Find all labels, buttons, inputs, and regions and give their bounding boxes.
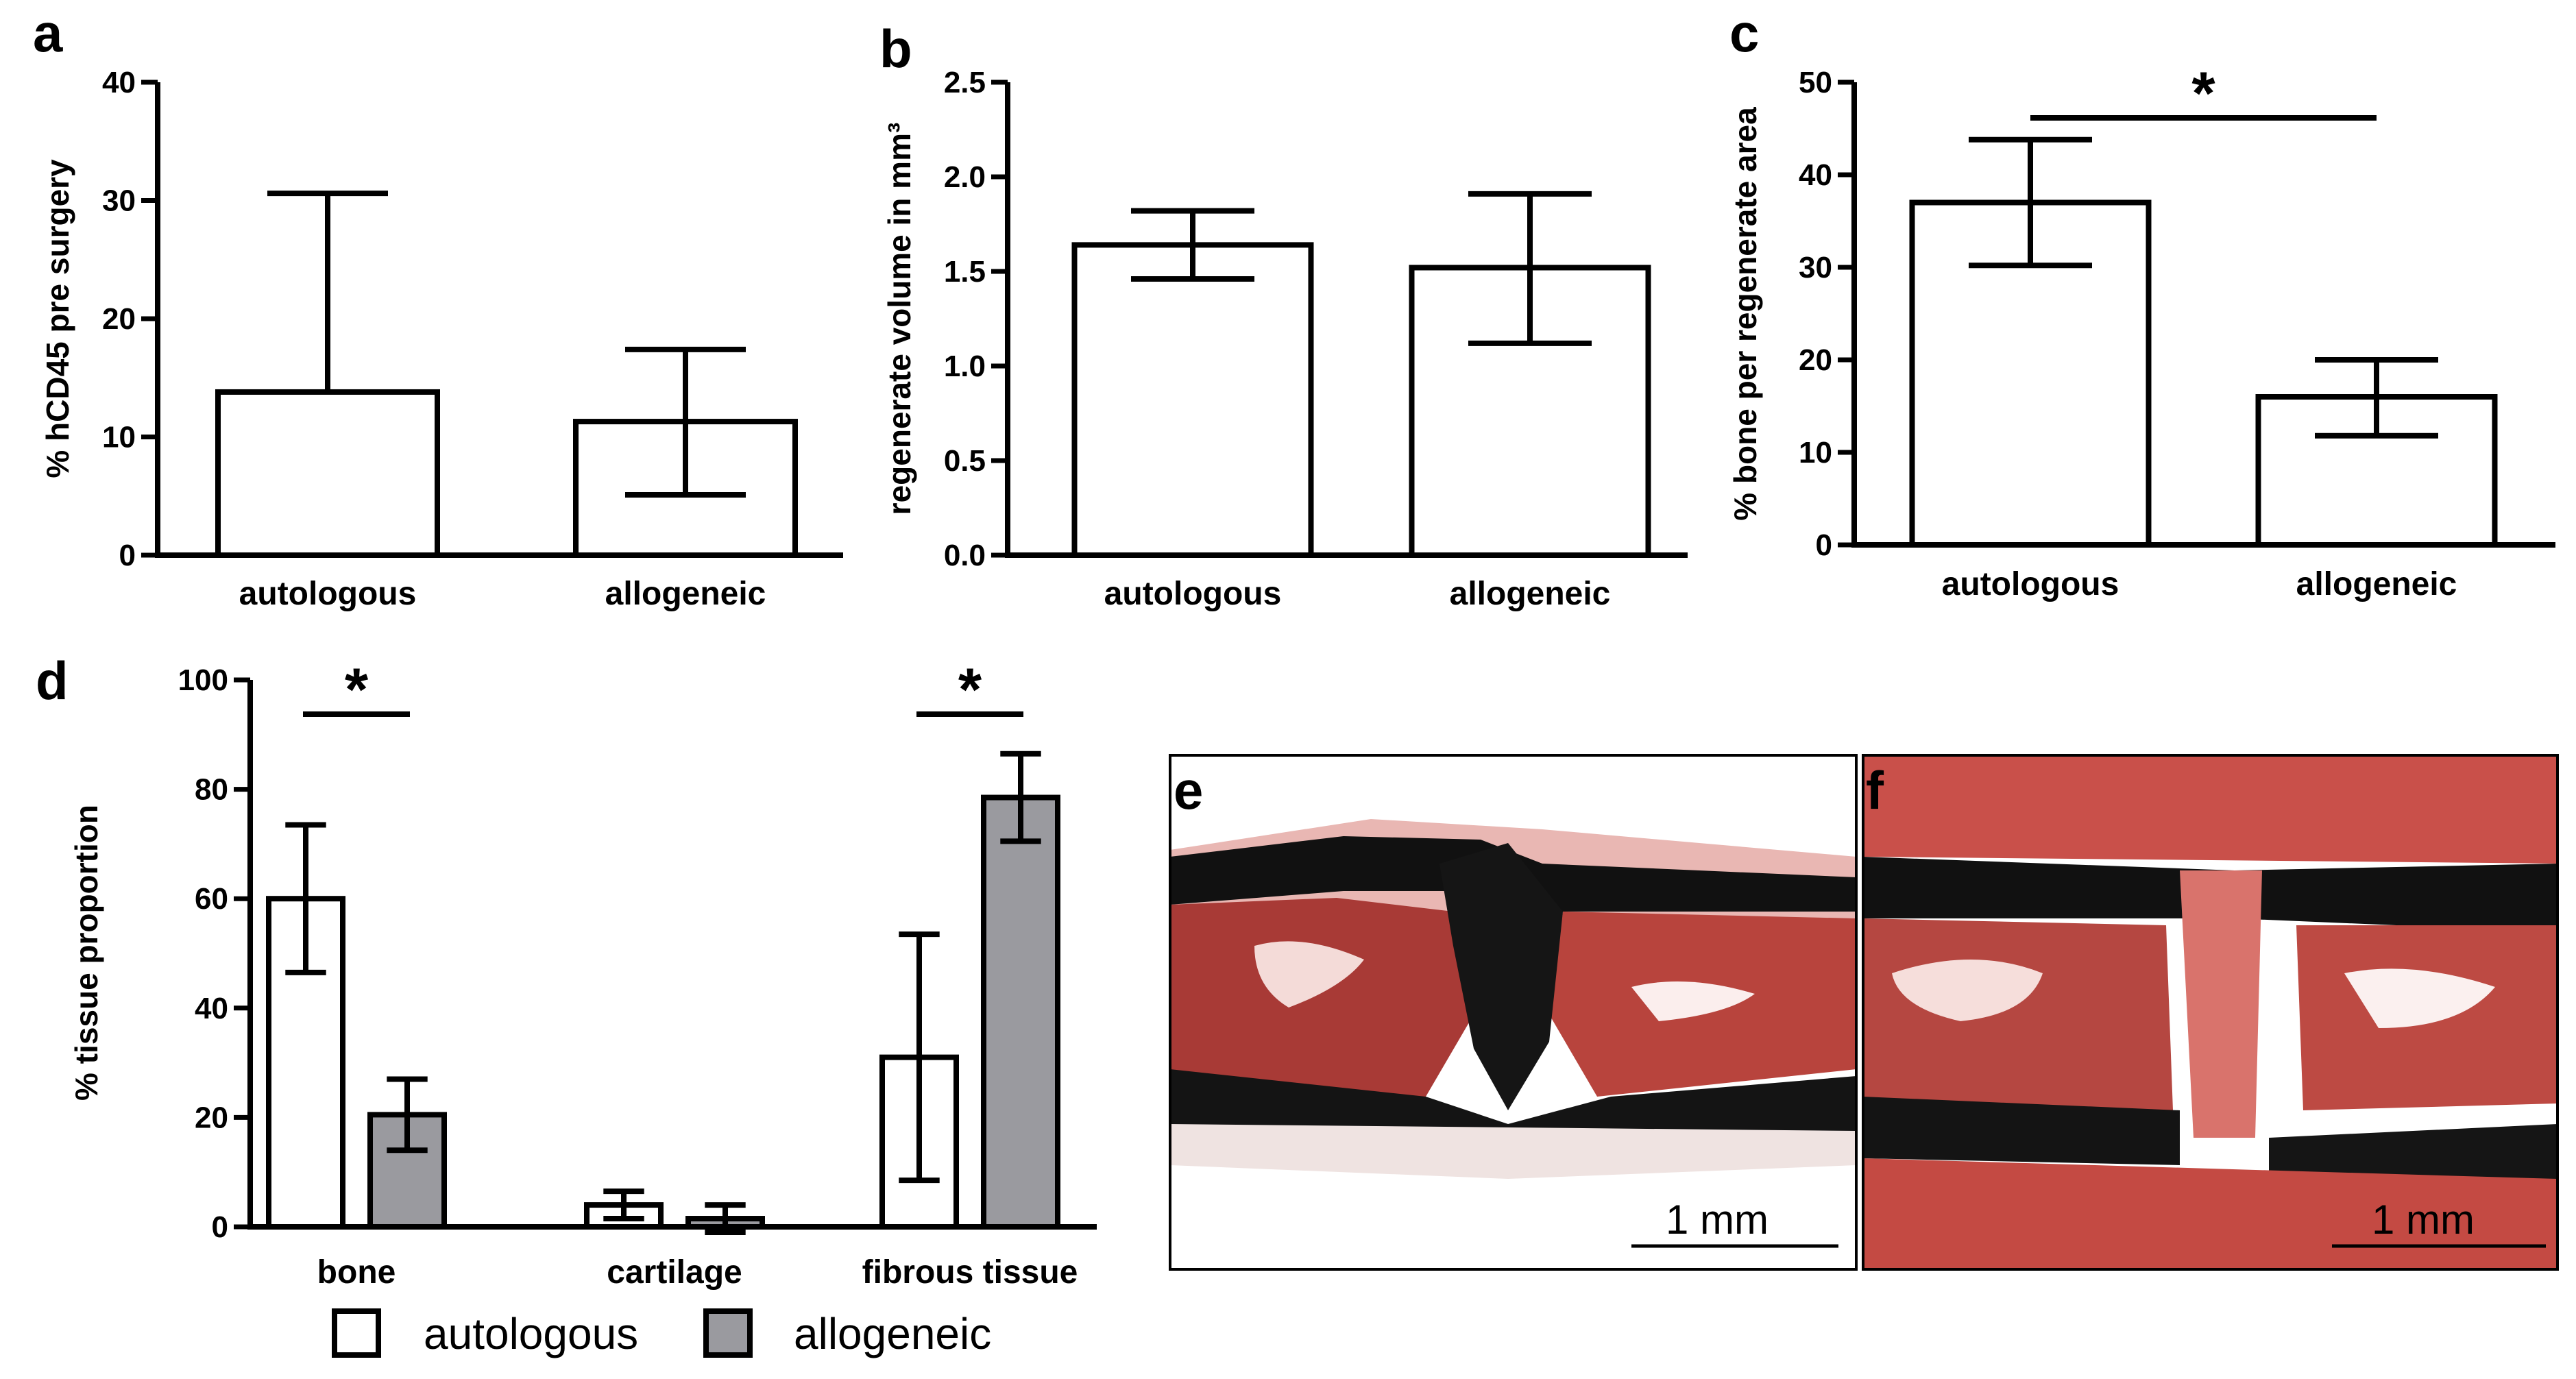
legend: autologous allogeneic [332, 1308, 991, 1358]
x-category-label: allogeneic [1450, 576, 1611, 612]
y-tick-label: 0.0 [944, 539, 986, 572]
panel-letter-e: e [1174, 760, 1203, 820]
panel-letter-b: b [879, 19, 912, 79]
x-category-label: allogeneic [605, 576, 766, 612]
panel-letter-c: c [1729, 3, 1759, 63]
legend-swatch-autologous [332, 1308, 381, 1358]
y-tick-label: 1.0 [944, 350, 986, 383]
panel-letter-d: d [36, 650, 69, 711]
panel-letter-a: a [33, 3, 63, 63]
histology-image-e: e 1 mm [1169, 754, 1858, 1271]
bar-autologous [1071, 242, 1314, 558]
y-tick-label: 10 [102, 421, 136, 454]
y-tick-label: 100 [178, 663, 228, 697]
bar-autologous [215, 389, 440, 559]
y-tick-label: 10 [1799, 436, 1832, 469]
legend-swatch-allogeneic [703, 1308, 753, 1358]
x-category-label: autologous [1942, 566, 2119, 602]
y-tick-label: 40 [1799, 158, 1832, 192]
x-category-label: cartilage [607, 1254, 742, 1291]
y-tick-label: 0 [119, 539, 136, 572]
x-category-label: fibrous tissue [862, 1254, 1078, 1291]
chart-panel-c: 0 10 20 30 40 50 % bone per regenerate area aut… [1727, 59, 2555, 602]
x-category-label: bone [317, 1254, 396, 1291]
chart-panel-d: 0 20 40 60 80 100 % tissue proportion bone carti… [69, 655, 1097, 1291]
chart-panel-a: 0 10 20 30 40 % hCD45 pre surgery autologous al… [40, 66, 843, 612]
significance-star: * [345, 655, 369, 723]
y-axis-title: % tissue proportion [69, 805, 104, 1101]
x-category-label: autologous [1104, 576, 1282, 612]
chart-panel-b: 0.0 0.5 1.0 1.5 2.0 2.5 regenerate volume in m… [882, 66, 1688, 612]
y-tick-label: 20 [1799, 343, 1832, 377]
y-tick-label: 0 [212, 1210, 228, 1244]
significance-star: * [2191, 59, 2215, 127]
y-tick-label: 0 [1816, 528, 1832, 562]
y-axis-title: % bone per regenerate area [1727, 107, 1763, 521]
y-tick-label: 80 [195, 773, 228, 807]
histology-image-f: f 1 mm [1862, 754, 2559, 1271]
legend-label-allogeneic: allogeneic [794, 1309, 991, 1358]
y-axis-title: % hCD45 pre surgery [40, 159, 75, 478]
y-tick-label: 2.0 [944, 160, 986, 194]
bar-allogeneic [981, 794, 1060, 1230]
panel-letter-f: f [1866, 760, 1884, 820]
legend-label-autologous: autologous [424, 1309, 638, 1358]
x-category-label: allogeneic [2296, 566, 2457, 602]
y-tick-label: 50 [1799, 66, 1832, 99]
y-tick-label: 0.5 [944, 444, 986, 478]
y-tick-label: 20 [195, 1101, 228, 1134]
significance-star: * [958, 655, 982, 723]
y-tick-label: 40 [195, 992, 228, 1025]
y-axis-title: regenerate volume in mm³ [882, 123, 917, 515]
y-tick-label: 1.5 [944, 255, 986, 289]
scale-bar-label-e: 1 mm [1666, 1197, 1769, 1243]
y-tick-label: 60 [195, 882, 228, 916]
y-tick-label: 30 [102, 184, 136, 218]
y-tick-label: 30 [1799, 251, 1832, 284]
y-tick-label: 2.5 [944, 66, 986, 99]
x-category-label: autologous [239, 576, 417, 612]
y-tick-label: 40 [102, 66, 136, 99]
y-tick-label: 20 [102, 302, 136, 336]
scale-bar-label-f: 1 mm [2372, 1197, 2475, 1243]
